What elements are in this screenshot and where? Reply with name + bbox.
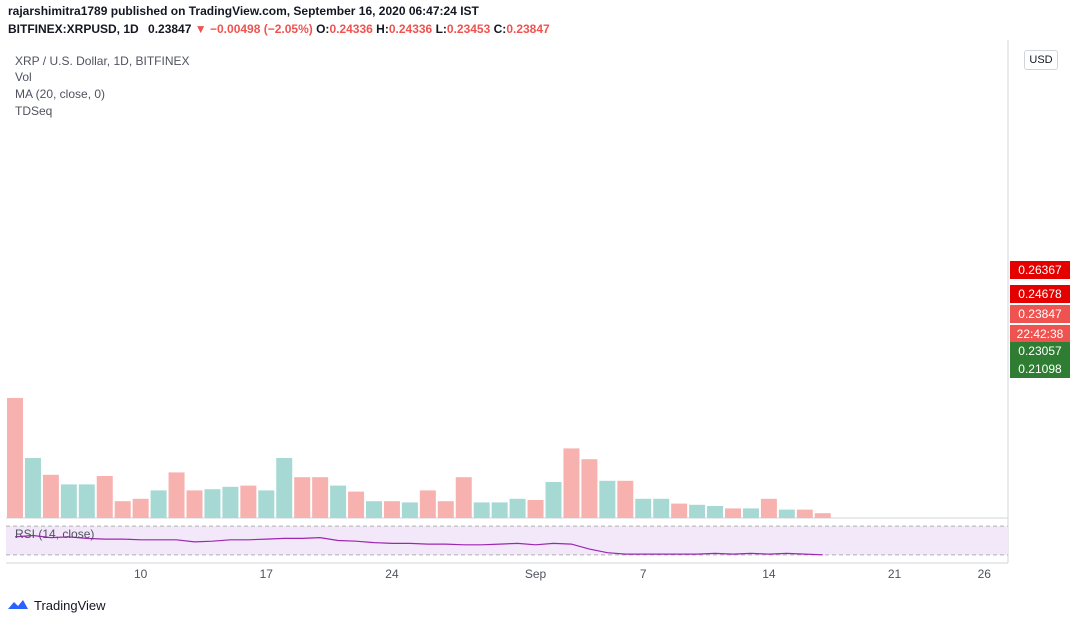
low-label: L: (435, 22, 447, 36)
volume-bar (671, 503, 688, 518)
price-label-text: 0.21098 (1018, 362, 1062, 376)
volume-bar (240, 485, 257, 518)
legend-title: XRP / U.S. Dollar, 1D, BITFINEX (15, 54, 190, 68)
volume-bar (617, 480, 634, 518)
open-value: 0.24336 (329, 22, 373, 36)
price-label-bg (1010, 285, 1070, 303)
x-tick-label: 26 (978, 567, 992, 581)
volume-bar (725, 508, 741, 518)
volume-bar (689, 504, 706, 518)
price-chart[interactable]: 0.400000.350000.300000.15000789121234561… (0, 40, 1080, 588)
volume-bar (742, 508, 759, 518)
change: −0.00498 (−2.05%) (210, 22, 313, 36)
legend-ma: MA (20, close, 0) (15, 87, 106, 101)
volume-bar (348, 491, 365, 518)
volume-bar (383, 501, 400, 518)
rsi-band (6, 526, 1008, 555)
x-tick-label: 17 (260, 567, 274, 581)
last-price: 0.23847 (148, 22, 192, 36)
x-tick-label: 21 (888, 567, 902, 581)
volume-bar (419, 490, 436, 518)
volume-bar (312, 477, 329, 518)
volume-bar (796, 509, 813, 518)
volume-bar (455, 477, 472, 518)
volume-bar (814, 513, 831, 518)
price-label-bg (1010, 360, 1070, 378)
price-label-bg (1010, 342, 1070, 360)
ohlc-line: BITFINEX:XRPUSD, 1D 0.23847 ▼ −0.00498 (… (8, 22, 550, 36)
price-pane-bg (6, 40, 1008, 518)
tradingview-logo-icon (8, 600, 28, 609)
x-tick-label: 10 (134, 567, 148, 581)
volume-bar (96, 476, 113, 518)
footer-brand: TradingView (34, 597, 106, 613)
volume-bar (150, 490, 167, 518)
volume-bar (778, 509, 795, 518)
volume-bar (707, 506, 724, 518)
volume-bar (581, 459, 598, 518)
price-label-bg (1010, 325, 1070, 343)
x-tick-label: Sep (525, 567, 547, 581)
high-value: 0.24336 (388, 22, 433, 36)
volume-bar (114, 501, 131, 518)
volume-bar (491, 502, 508, 518)
volume-bar (258, 490, 275, 518)
volume-bar (527, 500, 544, 518)
volume-bar (599, 480, 616, 518)
volume-bar (7, 398, 23, 518)
volume-bar (60, 484, 77, 518)
volume-bar (204, 489, 221, 518)
volume-bar (24, 458, 41, 518)
volume-bar (366, 501, 382, 518)
volume-bar (473, 502, 490, 518)
publisher-text: rajarshimitra1789 published on TradingVi… (8, 4, 479, 18)
price-label-text: 0.24678 (1018, 287, 1062, 301)
low-value: 0.23453 (446, 22, 491, 36)
legend-rsi: RSI (14, close) (15, 527, 95, 541)
volume-bar (653, 498, 670, 518)
volume-bar (132, 498, 149, 518)
volume-bar (42, 474, 59, 518)
x-tick-label: 7 (640, 567, 647, 581)
volume-bar (186, 490, 203, 518)
price-label-bg (1010, 261, 1070, 279)
volume-bar (294, 477, 311, 518)
volume-bar (760, 498, 777, 518)
price-label-text: 22:42:38 (1017, 327, 1064, 341)
rsi-line (14, 534, 823, 556)
currency-button[interactable]: USD (1024, 50, 1058, 70)
publisher-line: rajarshimitra1789 published on TradingVi… (8, 4, 479, 18)
symbol: BITFINEX:XRPUSD, 1D (8, 22, 139, 36)
volume-bar (276, 458, 293, 518)
price-label-text: 0.26367 (1018, 263, 1062, 277)
volume-bar (563, 448, 580, 518)
high-label: H: (376, 22, 389, 36)
footer: TradingView (6, 597, 106, 613)
x-tick-label: 14 (762, 567, 776, 581)
volume-bar (437, 501, 454, 518)
volume-bar (545, 482, 562, 518)
close-value: 0.23847 (506, 22, 550, 36)
price-label-bg (1010, 305, 1070, 323)
volume-bar (330, 485, 347, 518)
open-label: O: (316, 22, 330, 36)
volume-bar (635, 498, 652, 518)
legend-tdseq: TDSeq (15, 104, 53, 118)
down-triangle-icon: ▼ (194, 22, 207, 36)
volume-bar (168, 472, 185, 518)
volume-bar (509, 498, 526, 518)
legend-vol: Vol (15, 70, 32, 84)
volume-bar (222, 486, 239, 518)
price-label-text: 0.23057 (1018, 344, 1062, 358)
volume-bar (78, 484, 95, 518)
close-label: C: (493, 22, 507, 36)
x-tick-label: 24 (385, 567, 399, 581)
price-label-text: 0.23847 (1018, 307, 1062, 321)
volume-bar (401, 502, 418, 518)
